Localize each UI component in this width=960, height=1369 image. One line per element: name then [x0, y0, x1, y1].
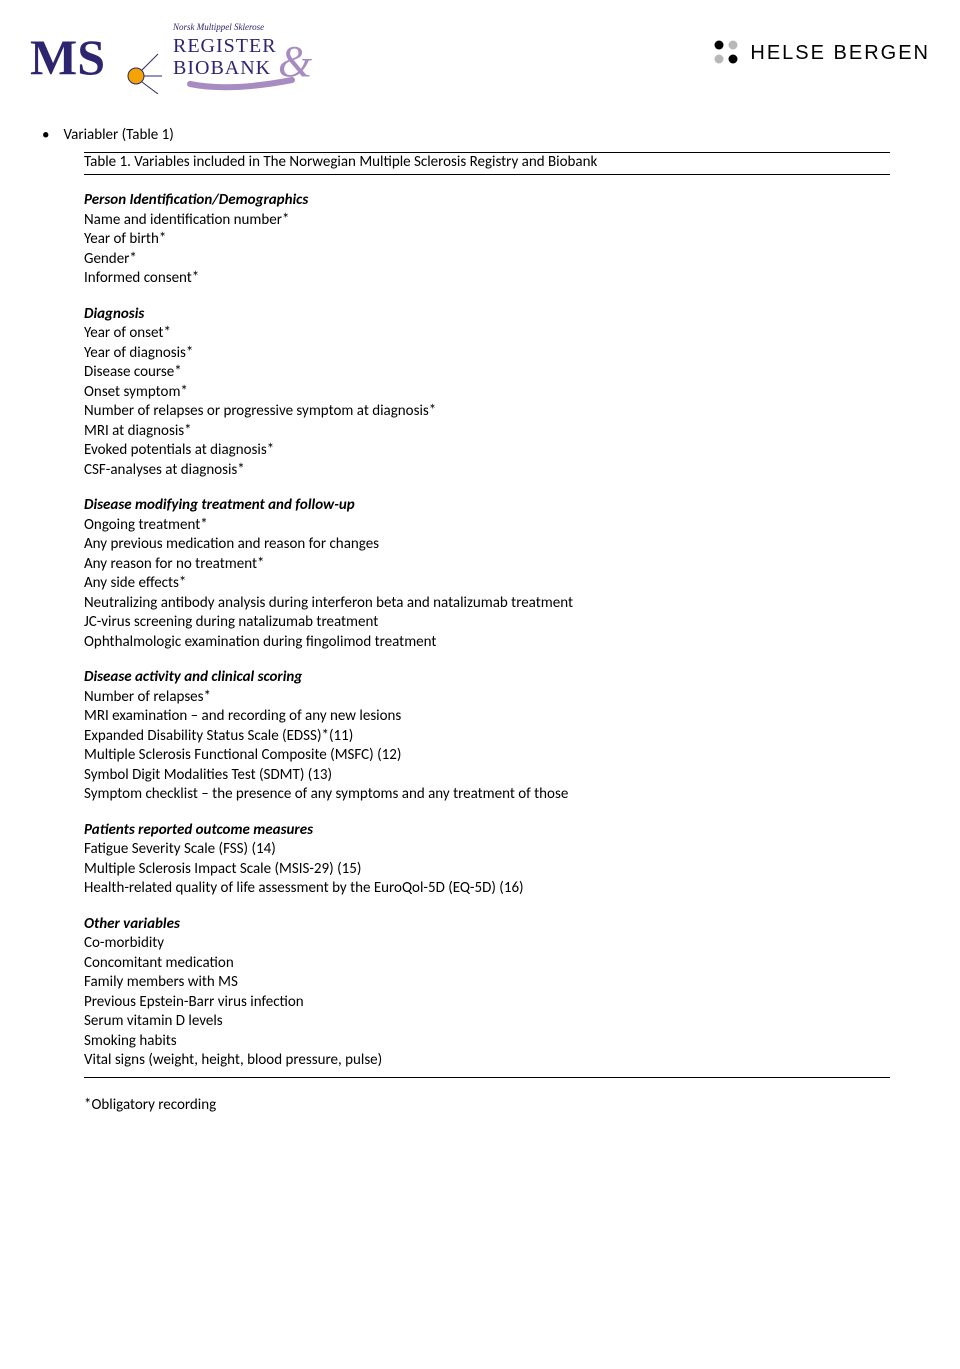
variable-item: Multiple Sclerosis Functional Composite … — [84, 746, 890, 766]
section-heading: Patients reported outcome measures — [84, 821, 890, 841]
register-text: REGISTER — [173, 35, 277, 57]
section-person-id: Person Identification/Demographics Name … — [84, 191, 890, 289]
variable-item: CSF-analyses at diagnosis* — [84, 461, 890, 481]
variable-item: Health-related quality of life assessmen… — [84, 879, 890, 899]
variable-item: Serum vitamin D levels — [84, 1012, 890, 1032]
variable-item: Informed consent* — [84, 269, 890, 289]
table-rule-bottom — [84, 1077, 890, 1078]
section-heading: Disease modifying treatment and follow-u… — [84, 496, 890, 516]
variable-item: Any previous medication and reason for c… — [84, 535, 890, 555]
section-heading: Other variables — [84, 915, 890, 935]
variable-item: Onset symptom* — [84, 383, 890, 403]
document-body: • Variabler (Table 1) Table 1. Variables… — [70, 126, 890, 1115]
variable-item: Any side effects* — [84, 574, 890, 594]
biobank-text: BIOBANK — [173, 57, 271, 79]
bullet-item: • Variabler (Table 1) — [42, 126, 890, 146]
variable-item: Symptom checklist – the presence of any … — [84, 785, 890, 805]
section-heading: Person Identification/Demographics — [84, 191, 890, 211]
section-prom: Patients reported outcome measures Fatig… — [84, 821, 890, 899]
variable-item: Vital signs (weight, height, blood press… — [84, 1051, 890, 1071]
variable-item: Ongoing treatment* — [84, 516, 890, 536]
variable-item: Disease course* — [84, 363, 890, 383]
ms-register-biobank-logo: MS Norsk Multippel Sklerose REGISTER BIO… — [30, 16, 330, 101]
variable-item: Family members with MS — [84, 973, 890, 993]
helse-bergen-dots-icon — [710, 36, 744, 70]
variable-item: Year of onset* — [84, 324, 890, 344]
variable-item: Concomitant medication — [84, 954, 890, 974]
variable-item: Co-morbidity — [84, 934, 890, 954]
variable-item: Expanded Disability Status Scale (EDSS)*… — [84, 727, 890, 747]
variable-item: Multiple Sclerosis Impact Scale (MSIS-29… — [84, 860, 890, 880]
variable-item: Any reason for no treatment* — [84, 555, 890, 575]
helse-bergen-text: HELSE BERGEN — [750, 40, 930, 66]
variable-item: MRI at diagnosis* — [84, 422, 890, 442]
helse-bergen-logo: HELSE BERGEN — [710, 36, 930, 70]
variable-item: Fatigue Severity Scale (FSS) (14) — [84, 840, 890, 860]
variable-item: Evoked potentials at diagnosis* — [84, 441, 890, 461]
section-heading: Disease activity and clinical scoring — [84, 668, 890, 688]
variable-item: Year of diagnosis* — [84, 344, 890, 364]
section-diagnosis: Diagnosis Year of onset* Year of diagnos… — [84, 305, 890, 481]
bullet-dot-icon: • — [42, 126, 49, 146]
variable-item: Smoking habits — [84, 1032, 890, 1052]
variable-item: MRI examination – and recording of any n… — [84, 707, 890, 727]
variable-item: Name and identification number* — [84, 211, 890, 231]
variable-item: Symbol Digit Modalities Test (SDMT) (13) — [84, 766, 890, 786]
bullet-text: Variabler (Table 1) — [63, 126, 173, 146]
variable-item: Number of relapses* — [84, 688, 890, 708]
section-dmt: Disease modifying treatment and follow-u… — [84, 496, 890, 652]
section-other: Other variables Co-morbidity Concomitant… — [84, 915, 890, 1071]
variable-item: Number of relapses or progressive sympto… — [84, 402, 890, 422]
section-activity: Disease activity and clinical scoring Nu… — [84, 668, 890, 805]
section-heading: Diagnosis — [84, 305, 890, 325]
variable-item: Ophthalmologic examination during fingol… — [84, 633, 890, 653]
variable-item: Previous Epstein-Barr virus infection — [84, 993, 890, 1013]
ms-logo-text: MS — [30, 29, 105, 85]
table-rule-under-title — [84, 174, 890, 175]
footnote: *Obligatory recording — [84, 1096, 890, 1116]
norsk-ms-text: Norsk Multippel Sklerose — [172, 22, 264, 32]
variable-item: JC-virus screening during natalizumab tr… — [84, 613, 890, 633]
variable-item: Gender* — [84, 250, 890, 270]
variable-item: Year of birth* — [84, 230, 890, 250]
variable-item: Neutralizing antibody analysis during in… — [84, 594, 890, 614]
page-header: MS Norsk Multippel Sklerose REGISTER BIO… — [30, 16, 930, 106]
table-title: Table 1. Variables included in The Norwe… — [84, 153, 890, 175]
